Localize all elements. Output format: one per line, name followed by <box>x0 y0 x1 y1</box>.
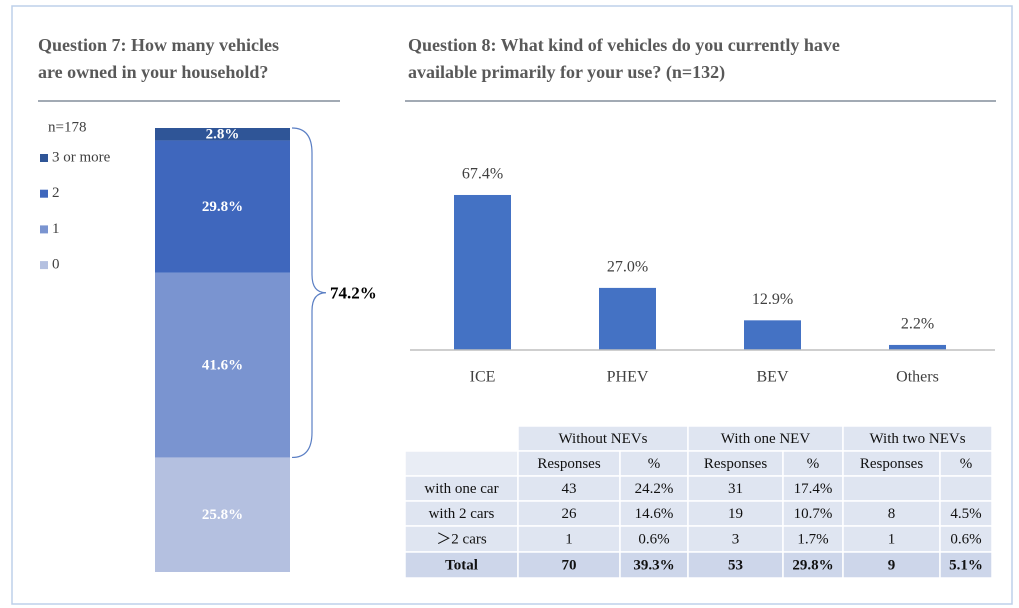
table-cell <box>842 475 941 502</box>
table-cell <box>517 551 621 579</box>
legend-swatch <box>40 189 48 198</box>
legend-swatch <box>40 225 48 234</box>
data-label: 67.4% <box>462 166 503 183</box>
table-text: Responses <box>537 456 600 472</box>
table-text: Responses <box>704 456 767 472</box>
table-text: Responses <box>860 456 923 472</box>
data-label: 2.2% <box>901 316 934 333</box>
x-tick-label: BEV <box>757 369 789 386</box>
annotation: 74.2% <box>330 284 377 303</box>
table-cell <box>517 475 621 502</box>
table-cell <box>782 475 844 502</box>
table-text: 3 <box>732 531 740 547</box>
table-text: 14.6% <box>635 506 674 522</box>
table-cell <box>782 450 844 477</box>
bar <box>599 287 656 350</box>
table-text: 9 <box>888 557 896 573</box>
table-text: 17.4% <box>794 481 833 497</box>
table-cell <box>939 450 993 477</box>
table-cell <box>404 551 519 579</box>
table-cell <box>619 525 689 553</box>
table-cell <box>687 525 784 553</box>
table-text: 70 <box>562 557 577 573</box>
table-cell <box>939 551 993 579</box>
table-text: 26 <box>562 506 578 522</box>
data-label: 29.8% <box>202 199 243 215</box>
data-label: 41.6% <box>202 358 243 374</box>
table-text: 43 <box>562 481 577 497</box>
x-tick-label: Others <box>896 369 939 386</box>
table-text: 24.2% <box>635 481 674 497</box>
table-cell <box>939 525 993 553</box>
table-text: ＞2 cars <box>436 531 487 547</box>
table-text: with 2 cars <box>429 506 495 522</box>
table-text: % <box>960 456 973 472</box>
chart-title: Question 8: What kind of vehicles do you… <box>408 35 840 55</box>
table-cell <box>842 500 941 527</box>
data-label: 27.0% <box>607 259 648 276</box>
table-cell <box>939 500 993 527</box>
bar-segment <box>155 128 290 141</box>
table-text: 8 <box>888 506 896 522</box>
bar-segment <box>155 457 290 572</box>
bar-segment <box>155 272 290 458</box>
table-text: 29.8% <box>792 557 833 573</box>
data-label: 2.8% <box>206 127 240 143</box>
table-text: Without NEVs <box>559 431 648 447</box>
table-text: 0.6% <box>950 531 981 547</box>
legend-label: 3 or more <box>52 149 111 165</box>
table-text: 10.7% <box>794 506 833 522</box>
brace <box>291 127 327 459</box>
table-text: 1.7% <box>797 531 828 547</box>
chart-title: available primarily for your use? (n=132… <box>408 62 725 83</box>
table-cell <box>939 475 993 502</box>
bar <box>889 344 946 350</box>
table-text: 5.1% <box>949 557 983 573</box>
x-tick-label: PHEV <box>607 369 649 386</box>
note: n=178 <box>48 119 86 135</box>
table-cell <box>687 425 844 452</box>
table-cell <box>404 475 519 502</box>
table-cell <box>619 450 689 477</box>
table-text: 53 <box>728 557 743 573</box>
table-text: 19 <box>728 506 743 522</box>
chart-title: Question 7: How many vehicles <box>38 35 279 55</box>
legend-swatch <box>40 261 48 270</box>
table-cell <box>782 551 844 579</box>
x-tick-label: ICE <box>470 369 496 386</box>
data-label: 12.9% <box>752 291 793 308</box>
bar <box>454 194 511 350</box>
table-text: With one NEV <box>721 431 811 447</box>
table-text: % <box>648 456 661 472</box>
table-text: 0.6% <box>638 531 669 547</box>
legend-label: 2 <box>52 185 60 201</box>
table-text: 39.3% <box>633 557 674 573</box>
table-text: 4.5% <box>950 506 981 522</box>
table-cell <box>404 425 519 452</box>
table-text: % <box>807 456 820 472</box>
table-text: with one car <box>424 481 498 497</box>
table-cell <box>404 450 519 477</box>
table-text: 31 <box>728 481 743 497</box>
legend-label: 1 <box>52 221 60 237</box>
table-cell <box>517 450 621 477</box>
table-text: 1 <box>565 531 573 547</box>
legend-label: 0 <box>52 257 60 273</box>
table-text: Total <box>445 557 478 573</box>
table-cell <box>842 425 993 452</box>
bar <box>744 320 801 350</box>
table-cell <box>687 551 784 579</box>
table-text: 1 <box>888 531 896 547</box>
data-label: 25.8% <box>202 507 243 523</box>
bar-segment <box>155 140 290 273</box>
table-cell <box>404 500 519 527</box>
legend-swatch <box>40 154 48 162</box>
table-cell <box>842 525 941 553</box>
table-text: With two NEVs <box>869 431 965 447</box>
chart-title: are owned in your household? <box>38 62 268 82</box>
